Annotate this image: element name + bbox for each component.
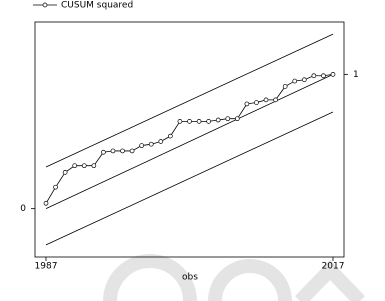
cusum-point xyxy=(263,97,269,103)
cusum-point xyxy=(91,163,97,169)
lower-bound-line xyxy=(45,111,334,246)
cusum-point xyxy=(311,73,317,79)
cusum-point xyxy=(215,117,221,123)
cusum-point xyxy=(129,148,135,154)
watermark-shape xyxy=(294,259,366,301)
cusum-point xyxy=(62,170,68,175)
x-tick-label: 2017 xyxy=(322,262,345,272)
cusum-point xyxy=(292,78,298,84)
cusum-point xyxy=(81,163,87,169)
y-tick-label: 0 xyxy=(20,204,26,214)
cusum-point xyxy=(225,116,231,122)
cusum-point xyxy=(110,148,116,154)
legend-label: CUSUM squared xyxy=(61,1,133,11)
expected-line xyxy=(45,74,334,210)
cusum-point xyxy=(301,77,307,83)
cusum-point xyxy=(53,184,58,190)
cusum-point xyxy=(234,116,240,122)
cusum-point xyxy=(196,119,202,124)
cusum-point xyxy=(101,149,106,155)
watermark-shape xyxy=(103,254,197,301)
x-tick-label: 1987 xyxy=(35,262,58,272)
cusum-point xyxy=(206,119,211,124)
cusum-point xyxy=(282,84,288,89)
cusum-point xyxy=(139,143,145,148)
y2-tick-label: 1 xyxy=(353,70,359,80)
cusum-point xyxy=(177,119,183,124)
watermark-shape xyxy=(208,259,292,301)
watermark xyxy=(103,254,366,301)
legend-marker xyxy=(42,2,48,8)
cusum-line xyxy=(45,73,334,204)
plot-frame xyxy=(34,21,345,258)
cusum-point xyxy=(120,148,125,154)
cusum-point xyxy=(168,133,173,139)
cusum-point xyxy=(72,163,78,169)
cusum-point xyxy=(273,97,278,103)
x-axis-label: obs xyxy=(182,273,198,283)
cusum-point xyxy=(158,139,164,144)
upper-bound-line xyxy=(45,33,334,168)
cusum-point xyxy=(254,100,259,105)
cusum-point xyxy=(148,141,154,147)
cusum-point xyxy=(321,73,326,79)
cusum-point xyxy=(187,119,192,124)
cusum-point xyxy=(43,200,49,206)
cusum-point xyxy=(244,101,250,107)
cusum-point xyxy=(330,72,336,77)
